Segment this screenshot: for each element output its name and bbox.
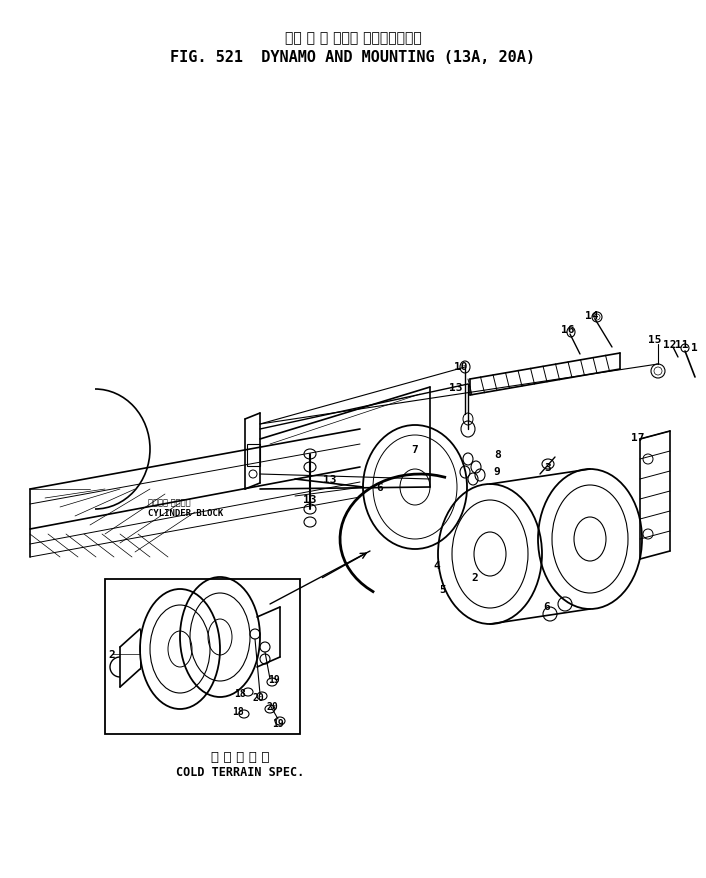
Text: 3: 3 [544,463,551,472]
Text: 12: 12 [663,340,677,349]
Text: 5: 5 [440,585,446,594]
Text: 2: 2 [472,572,479,582]
Bar [105,579,300,734]
Text: 15: 15 [648,335,662,344]
Text: 6: 6 [544,601,551,611]
Text: 4: 4 [433,560,441,571]
Bar [247,444,260,466]
Text: 11: 11 [675,340,689,349]
Text: 寒 冷 地 仕 様: 寒 冷 地 仕 様 [211,751,269,764]
Text: 13: 13 [323,474,337,485]
Text: 6: 6 [376,482,383,493]
Text: 13: 13 [449,383,462,392]
Text: 18: 18 [234,688,246,698]
Text: 1: 1 [690,342,698,353]
Text: 18: 18 [232,706,244,716]
Text: 16: 16 [561,325,575,335]
Text: 7: 7 [412,444,419,455]
Text: シリンダ ブロック: シリンダ ブロック [148,498,191,507]
Text: 20: 20 [252,692,264,702]
Text: COLD TERRAIN SPEC.: COLD TERRAIN SPEC. [176,766,304,779]
Text: 9: 9 [493,466,501,477]
Text: 13: 13 [304,494,317,505]
Text: CYLINDER BLOCK: CYLINDER BLOCK [148,509,223,518]
Text: ダイ ナ モ および マウンティング: ダイ ナ モ および マウンティング [285,31,421,45]
Text: 8: 8 [495,450,501,459]
Text: FIG. 521  DYNAMO AND MOUNTING (13A, 20A): FIG. 521 DYNAMO AND MOUNTING (13A, 20A) [171,49,535,64]
Text: 19: 19 [268,674,280,684]
Text: 10: 10 [454,362,468,371]
Text: 14: 14 [585,311,599,320]
Text: 19: 19 [272,718,284,728]
Text: 2: 2 [109,649,115,659]
Text: 20: 20 [266,702,278,711]
Text: 17: 17 [631,433,645,443]
